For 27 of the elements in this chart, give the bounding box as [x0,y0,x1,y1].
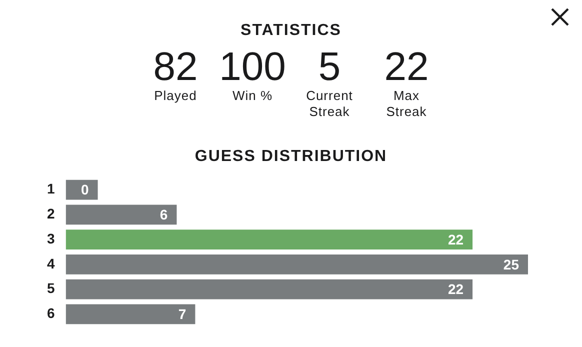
text: 5 [318,45,341,89]
text: 100 [219,45,286,89]
text: Win % [231,88,274,104]
data-label: 22 [448,231,464,248]
data-label: 25 [503,256,520,272]
chart-title: GUESS DISTRIBUTION [194,148,388,166]
y-tick-label: 3 [46,230,55,246]
text: 82 [153,45,198,89]
bar [66,279,473,300]
text: Current Streak [305,88,354,120]
text: 22 [384,45,429,89]
bar [66,254,528,274]
y-tick-label: 2 [46,206,55,222]
bar [66,204,177,225]
bar [66,304,196,324]
text: STATISTICS [240,22,342,40]
data-label: 0 [80,182,89,198]
bar [66,230,473,250]
y-tick-label: 1 [46,180,55,197]
data-label: 22 [448,281,464,298]
y-tick-label: 6 [46,305,55,322]
text: Played [153,88,198,104]
data-label: 6 [160,206,168,223]
text: Max Streak [385,88,428,120]
y-tick-label: 5 [46,280,55,296]
y-tick-label: 4 [46,255,55,272]
data-label: 7 [178,306,186,322]
